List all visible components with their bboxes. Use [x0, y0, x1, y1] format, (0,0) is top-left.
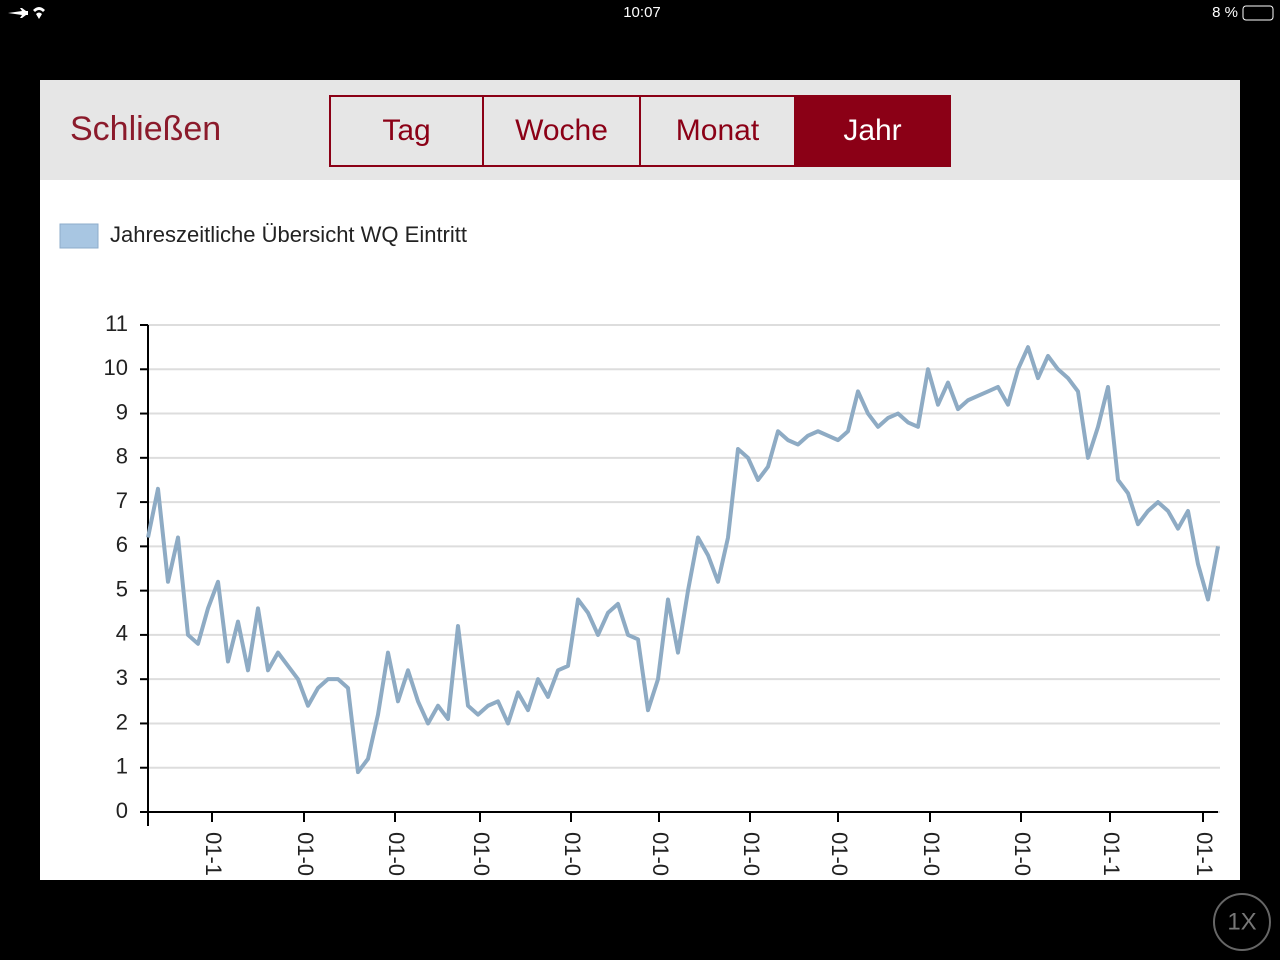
x-tick-label: 01-0	[919, 832, 944, 876]
status-battery: 8 %	[1212, 4, 1238, 21]
segment[interactable]	[482, 95, 641, 167]
data-line	[146, 345, 1220, 775]
airplane-icon	[8, 8, 28, 18]
legend-label: Jahreszeitliche Übersicht WQ Eintritt	[110, 222, 467, 247]
x-tick-label: 01-1	[1099, 832, 1124, 876]
status-time: 10:07	[623, 4, 661, 21]
segment-label[interactable]: Woche	[515, 114, 608, 147]
segment-label[interactable]: Tag	[382, 114, 430, 147]
legend-swatch	[59, 223, 99, 249]
y-tick-label: 2	[116, 709, 128, 734]
x-tick-label: 01-0	[648, 832, 673, 876]
y-tick-label: 7	[116, 488, 128, 513]
y-tick-label: 1	[116, 754, 128, 779]
zoom-button[interactable]	[1213, 893, 1271, 951]
segment[interactable]	[794, 95, 951, 167]
x-tick-label: 01-0	[293, 832, 318, 876]
y-tick-label: 8	[116, 444, 128, 469]
close-button[interactable]: Schließen	[70, 110, 221, 148]
y-tick-label: 4	[116, 621, 128, 646]
segment-label[interactable]: Jahr	[843, 114, 901, 147]
y-tick-label: 3	[116, 665, 128, 690]
segment[interactable]	[329, 95, 484, 167]
y-tick-label: 5	[116, 576, 128, 601]
battery-icon	[1242, 5, 1274, 21]
x-tick-label: 01-0	[1010, 832, 1035, 876]
y-tick-label: 6	[116, 532, 128, 557]
y-tick-label: 11	[105, 311, 128, 336]
x-tick-label: 01-1	[201, 832, 226, 876]
wifi-icon	[33, 7, 45, 19]
x-ticks: 01-1 01-0 01-0 01-0 01-0 01-0 01-0 01-0 01-0 01-0…	[201, 812, 1217, 876]
x-tick-label: 01-0	[384, 832, 409, 876]
zoom-label[interactable]: 1X	[1227, 908, 1256, 935]
x-tick-label: 01-0	[827, 832, 852, 876]
x-tick-label: 01-0	[739, 832, 764, 876]
x-tick-label: 01-0	[560, 832, 585, 876]
chart-area	[40, 180, 1240, 880]
y-tick-label: 0	[116, 798, 128, 823]
x-tick-label: 01-0	[469, 832, 494, 876]
segment-label[interactable]: Monat	[676, 114, 760, 147]
y-tick-label: 10	[104, 355, 128, 380]
y-tick-label: 9	[116, 399, 128, 424]
x-tick-label: 01-1	[1192, 832, 1217, 876]
